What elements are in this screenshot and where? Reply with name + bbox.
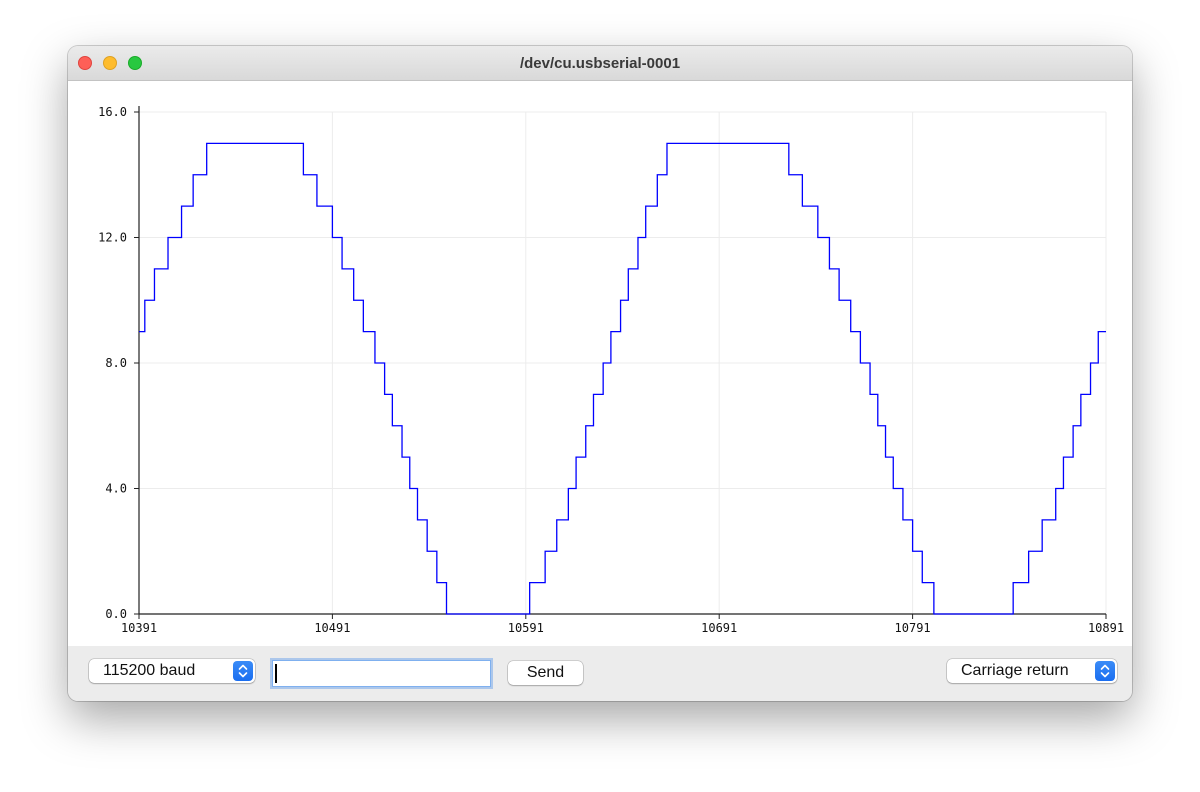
x-tick-label: 10491 xyxy=(314,621,350,635)
x-tick-label: 10391 xyxy=(121,621,157,635)
chevron-up-down-icon xyxy=(233,661,253,681)
x-tick-label: 10791 xyxy=(895,621,931,635)
line-ending-select[interactable]: Carriage return xyxy=(947,659,1117,683)
minimize-icon[interactable] xyxy=(103,56,117,70)
y-tick-label: 4.0 xyxy=(105,482,127,496)
close-icon[interactable] xyxy=(78,56,92,70)
maximize-icon[interactable] xyxy=(128,56,142,70)
x-tick-label: 10691 xyxy=(701,621,737,635)
y-tick-label: 8.0 xyxy=(105,356,127,370)
baud-rate-select[interactable]: 115200 baud xyxy=(89,659,255,683)
x-tick-label: 10891 xyxy=(1088,621,1124,635)
x-tick-label: 10591 xyxy=(508,621,544,635)
plot-area: 10391 10491 10591 10691 10791 10891 0.0 4.0 8.0 1… xyxy=(68,81,1132,646)
text-caret xyxy=(275,664,277,683)
title-bar[interactable]: /dev/cu.usbserial-0001 xyxy=(68,46,1132,81)
series-line xyxy=(139,142,1106,615)
line-ending-value: Carriage return xyxy=(961,662,1069,679)
baud-rate-value: 115200 baud xyxy=(103,662,196,679)
bottom-toolbar: 115200 baud Send Carriage return xyxy=(68,646,1132,701)
y-tick-label: 16.0 xyxy=(98,105,127,119)
serial-plotter-window: /dev/cu.usbserial-0001 10391 10491 10591 10… xyxy=(68,46,1132,701)
line-chart: 10391 10491 10591 10691 10791 10891 0.0 4.0 8.0 1… xyxy=(98,105,1124,635)
y-tick-label: 12.0 xyxy=(98,231,127,245)
message-input[interactable] xyxy=(272,660,491,687)
y-tick-label: 0.0 xyxy=(105,607,127,621)
window-title: /dev/cu.usbserial-0001 xyxy=(519,55,681,72)
send-button[interactable]: Send xyxy=(508,661,583,685)
chevron-up-down-icon xyxy=(1095,661,1115,681)
